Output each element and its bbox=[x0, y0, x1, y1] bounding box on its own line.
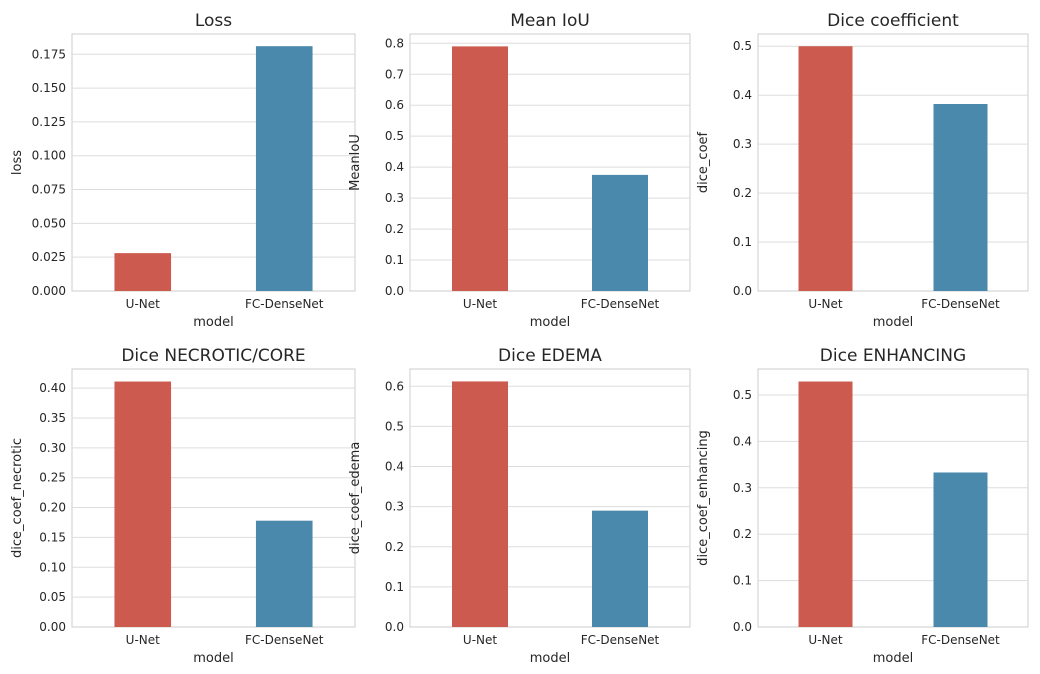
y-axis-label: dice_coef_necrotic bbox=[10, 438, 25, 558]
subplot-1: 0.000 0.025 0.050 0.075 0.100 0.125 0.150 0.175… bbox=[10, 11, 356, 330]
y-tick-label: 0.2 bbox=[385, 222, 404, 236]
y-tick-label: 0.4 bbox=[385, 160, 404, 174]
y-tick-label: 0.0 bbox=[733, 284, 752, 298]
y-tick-label: 0.100 bbox=[32, 149, 66, 163]
y-tick-label: 0.6 bbox=[385, 379, 404, 393]
x-axis-label: model bbox=[193, 315, 233, 330]
y-tick-label: 0.3 bbox=[733, 481, 752, 495]
chart-title: Loss bbox=[195, 11, 232, 31]
bar-fc-densenet bbox=[933, 472, 988, 627]
y-tick-label: 0.150 bbox=[32, 81, 66, 95]
y-axis-label: dice_coef bbox=[696, 131, 711, 193]
y-tick-label: 0.00 bbox=[39, 620, 66, 634]
bar-u-net bbox=[452, 46, 508, 291]
y-tick-label: 0.2 bbox=[733, 527, 752, 541]
y-tick-label: 0.5 bbox=[733, 388, 752, 402]
chart-title: Dice ENHANCING bbox=[820, 346, 966, 366]
subplot-4: 0.00 0.05 0.10 0.15 0.20 0.25 0.30 0.35 0.40 U-Ne… bbox=[10, 346, 356, 666]
subplot-6: 0.0 0.1 0.2 0.3 0.4 0.5 U-Net FC-DenseNet Dice E… bbox=[696, 346, 1029, 666]
x-axis-label: model bbox=[530, 315, 570, 330]
y-tick-label: 0.25 bbox=[39, 471, 66, 485]
y-tick-label: 0.4 bbox=[733, 88, 752, 102]
y-tick-label: 0.4 bbox=[385, 460, 404, 474]
y-tick-label: 0.125 bbox=[32, 115, 66, 129]
y-tick-label: 0.10 bbox=[39, 560, 66, 574]
y-tick-label: 0.075 bbox=[32, 183, 66, 197]
bar-fc-densenet bbox=[255, 46, 313, 292]
x-tick-label: U-Net bbox=[126, 297, 160, 311]
y-tick-label: 0.1 bbox=[733, 574, 752, 588]
y-tick-label: 0.30 bbox=[39, 441, 66, 455]
y-tick-label: 0.3 bbox=[385, 500, 404, 514]
chart-title: Dice EDEMA bbox=[498, 346, 602, 366]
y-tick-label: 0.2 bbox=[733, 186, 752, 200]
subplot-3: 0.0 0.1 0.2 0.3 0.4 0.5 U-Net FC-DenseNet Dice c… bbox=[696, 11, 1029, 330]
y-tick-label: 0.8 bbox=[385, 36, 404, 50]
chart-title: Dice coefficient bbox=[827, 11, 959, 31]
bar-u-net bbox=[452, 381, 508, 627]
y-tick-label: 0.2 bbox=[385, 540, 404, 554]
bar-fc-densenet bbox=[592, 510, 648, 627]
y-axis-label: dice_coef_edema bbox=[348, 442, 363, 555]
x-tick-label: U-Net bbox=[463, 297, 497, 311]
y-tick-label: 0.1 bbox=[385, 580, 404, 594]
y-tick-label: 0.6 bbox=[385, 98, 404, 112]
y-tick-label: 0.1 bbox=[733, 235, 752, 249]
x-tick-label: FC-DenseNet bbox=[921, 633, 1000, 647]
y-tick-label: 0.1 bbox=[385, 253, 404, 267]
y-tick-label: 0.5 bbox=[733, 39, 752, 53]
x-tick-label: FC-DenseNet bbox=[921, 297, 1000, 311]
y-tick-label: 0.0 bbox=[385, 620, 404, 634]
y-axis-label: loss bbox=[10, 150, 25, 175]
y-axis-label: MeanIoU bbox=[348, 134, 363, 191]
y-tick-label: 0.3 bbox=[733, 137, 752, 151]
x-tick-label: FC-DenseNet bbox=[581, 297, 660, 311]
y-tick-label: 0.4 bbox=[733, 434, 752, 448]
y-tick-label: 0.40 bbox=[39, 381, 66, 395]
x-tick-label: FC-DenseNet bbox=[581, 633, 660, 647]
x-tick-label: U-Net bbox=[463, 633, 497, 647]
y-tick-label: 0.050 bbox=[32, 216, 66, 230]
y-tick-label: 0.175 bbox=[32, 47, 66, 61]
x-tick-label: FC-DenseNet bbox=[245, 633, 324, 647]
y-tick-label: 0.7 bbox=[385, 67, 404, 81]
bar-fc-densenet bbox=[255, 520, 313, 627]
chart-title: Mean IoU bbox=[510, 11, 590, 31]
y-tick-label: 0.000 bbox=[32, 284, 66, 298]
y-tick-label: 0.0 bbox=[733, 620, 752, 634]
x-tick-label: FC-DenseNet bbox=[245, 297, 324, 311]
x-tick-label: U-Net bbox=[126, 633, 160, 647]
y-tick-label: 0.20 bbox=[39, 501, 66, 515]
y-tick-label: 0.5 bbox=[385, 419, 404, 433]
x-axis-label: model bbox=[530, 651, 570, 666]
y-tick-label: 0.15 bbox=[39, 530, 66, 544]
bar-u-net bbox=[798, 381, 853, 627]
y-tick-label: 0.025 bbox=[32, 250, 66, 264]
y-tick-label: 0.35 bbox=[39, 411, 66, 425]
bar-fc-densenet bbox=[933, 104, 988, 291]
x-tick-label: U-Net bbox=[808, 633, 842, 647]
y-axis-label: dice_coef_enhancing bbox=[696, 430, 711, 566]
y-tick-label: 0.0 bbox=[385, 284, 404, 298]
bar-u-net bbox=[114, 381, 172, 627]
subplot-5: 0.0 0.1 0.2 0.3 0.4 0.5 0.6 U-Net FC-DenseNet Dic… bbox=[348, 346, 691, 666]
x-axis-label: model bbox=[873, 651, 913, 666]
bar-u-net bbox=[798, 46, 853, 291]
x-tick-label: U-Net bbox=[808, 297, 842, 311]
chart-title: Dice NECROTIC/CORE bbox=[121, 346, 305, 366]
bar-u-net bbox=[114, 253, 172, 291]
y-tick-label: 0.3 bbox=[385, 191, 404, 205]
x-axis-label: model bbox=[873, 315, 913, 330]
x-axis-label: model bbox=[193, 651, 233, 666]
y-tick-label: 0.5 bbox=[385, 129, 404, 143]
y-tick-label: 0.05 bbox=[39, 590, 66, 604]
subplot-2: 0.0 0.1 0.2 0.3 0.4 0.5 0.6 0.7 0.8 U-Net FC-Dense… bbox=[348, 11, 691, 330]
bar-fc-densenet bbox=[592, 174, 648, 291]
